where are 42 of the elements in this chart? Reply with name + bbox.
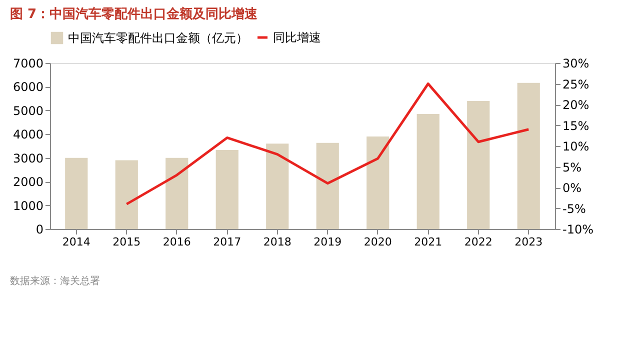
bar [216,150,238,229]
y2-tick-label: 25% [562,77,590,92]
y-tick-label: 1000 [12,198,44,213]
x-tick-label: 2014 [62,236,90,248]
legend-label: 同比增速 [273,30,321,44]
bar [467,100,490,229]
y2-tick-label: -10% [562,222,594,236]
y2-tick-label: 10% [562,140,590,154]
bar [316,142,339,229]
y-tick-label: 0 [36,222,44,236]
bar [416,114,440,229]
y2-tick-label: 0% [562,181,582,195]
y2-tick-label: 5% [562,160,582,174]
bar [166,158,188,229]
y-tick-label: 5000 [12,104,44,118]
bar [517,82,540,229]
y-tick-label: 6000 [12,80,44,94]
x-tick-label: 2017 [213,236,242,248]
legend-label: 中国汽车零配件出口金额（亿元） [68,31,248,45]
x-tick-label: 2018 [263,236,292,248]
bar [266,144,289,229]
x-tick-label: 2019 [314,236,342,248]
x-tick-label: 2020 [364,236,392,248]
y2-tick-label: 15% [562,118,590,133]
x-tick-label: 2022 [464,236,492,248]
y-tick-label: 7000 [12,56,44,70]
bar [366,136,390,229]
x-tick-label: 2016 [162,236,191,248]
y2-tick-label: 30% [562,56,590,70]
y2-tick-label: 20% [562,98,590,112]
y-tick-label: 3000 [12,151,44,166]
line-series [125,82,530,206]
bar [65,158,88,229]
bar [115,160,138,229]
chart-title: 图 7：中国汽车零配件出口金额及同比增速 [10,6,259,22]
source-note: 数据来源：海关总署 [10,275,100,287]
x-tick-label: 2021 [414,236,442,248]
y-tick-label: 4000 [12,128,44,142]
y2-tick-label: -5% [562,202,586,216]
x-tick-label: 2015 [112,236,141,248]
x-tick-label: 2023 [514,236,543,248]
y-tick-label: 2000 [12,175,44,190]
